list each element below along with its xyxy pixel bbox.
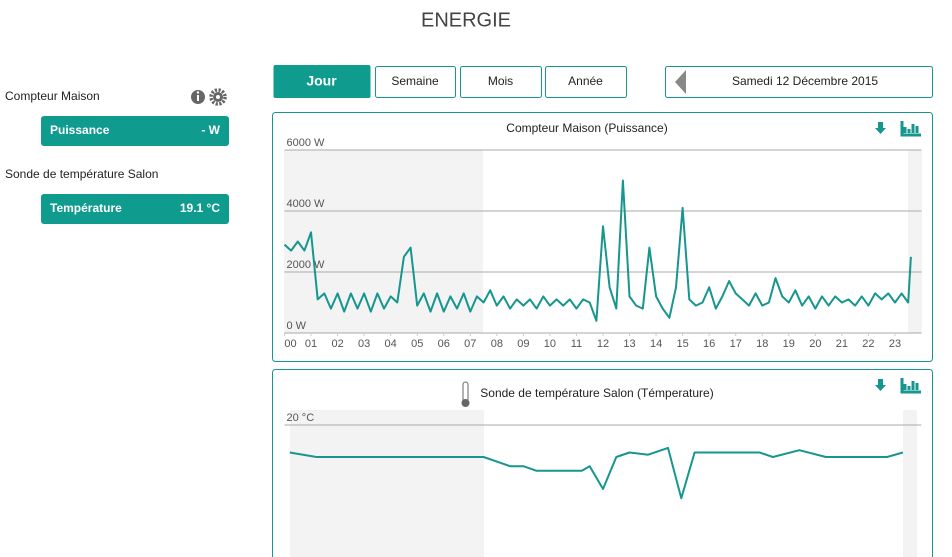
download-icon[interactable]: [875, 379, 886, 391]
y-tick-label: 0 W: [287, 320, 307, 332]
x-tick-label: 02: [331, 338, 343, 350]
x-tick-label: 03: [358, 338, 370, 350]
device-button[interactable]: Température 19.1 °C: [41, 194, 229, 224]
x-tick-label: 10: [544, 338, 556, 350]
x-tick-label: 06: [438, 338, 450, 350]
device-name: Compteur Maison: [5, 89, 100, 103]
data-line: [289, 446, 904, 500]
tab[interactable]: Jour: [273, 65, 371, 98]
chart-title: Sonde de température Salon (Témperature): [480, 386, 713, 400]
button-value: 19.1 °C: [180, 201, 220, 215]
tab-label: Jour: [306, 73, 337, 89]
x-tick-label: 18: [756, 338, 768, 350]
x-tick-label: 09: [517, 338, 529, 350]
page-title: ENERGIE: [421, 9, 511, 31]
x-tick-label: 11: [571, 338, 582, 350]
data-line: [283, 179, 912, 322]
x-tick-label: 12: [597, 338, 609, 350]
thermometer-icon: [461, 381, 470, 407]
night-shade: [284, 150, 483, 333]
date-selector[interactable]: Samedi 12 Décembre 2015: [665, 66, 933, 98]
y-tick-label: 4000 W: [287, 198, 326, 210]
chart-type-icon[interactable]: [900, 121, 921, 137]
tab[interactable]: Mois: [460, 66, 542, 98]
x-tick-label: 01: [305, 338, 317, 350]
tab-bg: [460, 66, 542, 98]
download-arrow: [875, 122, 886, 134]
x-tick-label: 21: [836, 338, 848, 350]
night-shade: [903, 410, 917, 557]
bar-icon: [900, 121, 921, 137]
info-icon[interactable]: [191, 90, 205, 104]
tab-bg: [375, 66, 456, 98]
chart-type-icon[interactable]: [900, 378, 921, 394]
chart-title: Compteur Maison (Puissance): [506, 121, 667, 135]
night-shade: [290, 410, 484, 557]
tab-bg: [273, 65, 371, 98]
tab-label: Mois: [488, 74, 513, 88]
x-tick-label: 15: [677, 338, 689, 350]
button-value: - W: [201, 123, 220, 137]
x-tick-label: 20: [809, 338, 821, 350]
x-tick-label: 23: [889, 338, 901, 350]
settings-icon[interactable]: [209, 88, 227, 106]
tab[interactable]: Semaine: [375, 66, 456, 98]
x-tick-label: 16: [703, 338, 715, 350]
x-tick-label: 14: [650, 338, 662, 350]
button-label: Puissance: [50, 123, 110, 137]
x-tick-label: 19: [783, 338, 795, 350]
y-tick-label: 2000 W: [287, 259, 326, 271]
y-tick-label: 6000 W: [287, 137, 326, 149]
x-tick-label: 04: [385, 338, 397, 350]
tab-bg: [545, 66, 627, 98]
download-arrow: [875, 379, 886, 391]
device-button[interactable]: Puissance - W: [41, 116, 229, 146]
night-shade: [908, 150, 922, 333]
x-tick-label: 22: [862, 338, 874, 350]
x-tick-label: 05: [411, 338, 423, 350]
tab-label: Année: [568, 74, 603, 88]
tab[interactable]: Année: [545, 66, 627, 98]
x-tick-label: 13: [623, 338, 635, 350]
download-icon[interactable]: [875, 122, 886, 134]
x-tick-label: 00: [284, 338, 296, 350]
bar-icon: [900, 378, 921, 394]
button-label: Température: [50, 201, 122, 215]
y-tick-label: 20 °C: [287, 412, 315, 424]
x-tick-label: 17: [730, 338, 742, 350]
tab-label: Semaine: [391, 74, 439, 88]
x-tick-label: 08: [491, 338, 503, 350]
date-label: Samedi 12 Décembre 2015: [732, 74, 878, 88]
prev-arrow[interactable]: [675, 70, 686, 94]
x-tick-label: 07: [464, 338, 476, 350]
device-name: Sonde de température Salon: [5, 167, 158, 181]
